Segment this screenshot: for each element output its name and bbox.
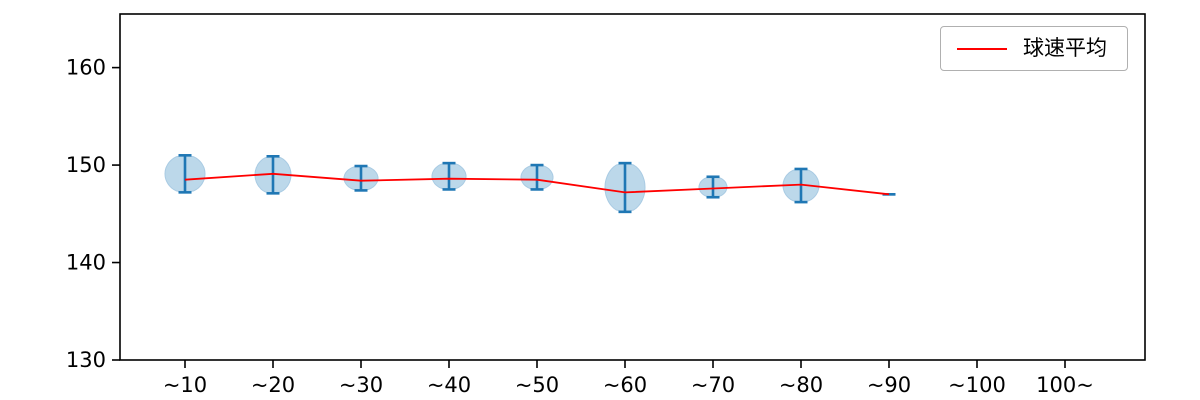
- x-tick-label: ~40: [427, 373, 471, 397]
- x-tick-label: ~60: [603, 373, 647, 397]
- mean-line: [184, 172, 890, 196]
- y-tick-label: 150: [66, 153, 106, 177]
- whiskers: [178, 154, 896, 214]
- mean-line-group: [184, 172, 890, 196]
- x-tick-label: ~20: [251, 373, 295, 397]
- x-tick-label: ~100: [948, 373, 1006, 397]
- y-tick-label: 130: [66, 348, 106, 372]
- legend-label: 球速平均: [1023, 36, 1107, 60]
- violins: [164, 154, 820, 213]
- x-tick-label: ~90: [867, 373, 911, 397]
- x-tick-label: ~10: [163, 373, 207, 397]
- y-tick-label: 140: [66, 251, 106, 275]
- axes: 130 140 150 160 ~10 ~20 ~30 ~40 ~50 ~60 ~70 ~80 ~90 ~…: [66, 13, 1146, 397]
- x-tick-label: ~30: [339, 373, 383, 397]
- x-tick-label: ~70: [691, 373, 735, 397]
- x-tick-label: ~50: [515, 373, 559, 397]
- legend: 球速平均: [940, 26, 1128, 71]
- x-tick-label: 100~: [1036, 373, 1094, 397]
- x-tick-label: ~80: [779, 373, 823, 397]
- y-tick-label: 160: [66, 56, 106, 80]
- axes-box: [119, 13, 1146, 361]
- legend-line-sample: [957, 47, 1007, 50]
